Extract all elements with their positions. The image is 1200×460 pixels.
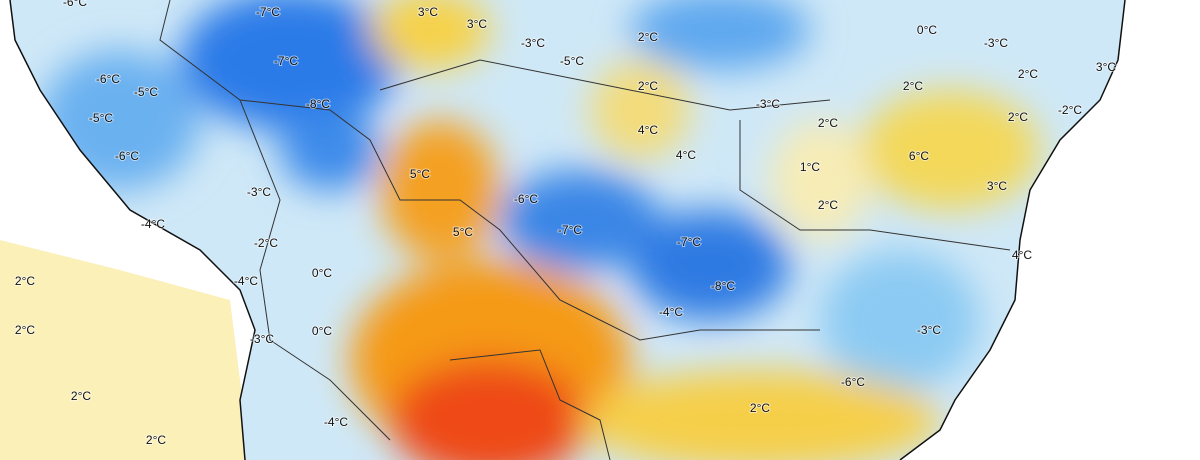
- border: [739, 120, 1011, 251]
- temperature-label: 2°C: [146, 433, 166, 447]
- temperature-label: 0°C: [917, 23, 937, 37]
- warm-area: [380, 120, 500, 260]
- temperature-label: 2°C: [1018, 67, 1038, 81]
- temperature-label: 2°C: [638, 79, 658, 93]
- temperature-label: 2°C: [15, 323, 35, 337]
- temperature-label: 3°C: [418, 5, 438, 19]
- temperature-label: -8°C: [711, 279, 735, 293]
- temperature-label: 2°C: [71, 389, 91, 403]
- temperature-label: -7°C: [256, 5, 280, 19]
- hot-area: [390, 360, 590, 460]
- temperature-label: -4°C: [659, 305, 683, 319]
- temperature-label: -6°C: [115, 149, 139, 163]
- temperature-label: -5°C: [134, 85, 158, 99]
- warm-area: [580, 370, 940, 460]
- temperature-label: -2°C: [254, 236, 278, 250]
- temperature-label: 2°C: [750, 401, 770, 415]
- coastline: [9, 0, 1126, 460]
- cold-area: [630, 210, 790, 320]
- temperature-label: -4°C: [324, 415, 348, 429]
- temperature-label: -5°C: [560, 54, 584, 68]
- border: [449, 349, 611, 460]
- borders: [159, 0, 1011, 460]
- temperature-label: 1°C: [800, 160, 820, 174]
- temperature-label: 0°C: [312, 324, 332, 338]
- temperature-label: -6°C: [514, 192, 538, 206]
- cold-area: [180, 0, 400, 130]
- temperature-label: 4°C: [676, 148, 696, 162]
- temperature-label: -3°C: [984, 36, 1008, 50]
- temperature-label: -3°C: [917, 323, 941, 337]
- temperature-label: -2°C: [1058, 103, 1082, 117]
- temperature-label: -5°C: [89, 111, 113, 125]
- temperature-label: 0°C: [312, 266, 332, 280]
- warm-area: [590, 60, 690, 160]
- temperature-label: 3°C: [467, 17, 487, 31]
- temperature-label: -4°C: [234, 274, 258, 288]
- temperature-label: 3°C: [1096, 60, 1116, 74]
- temperature-label: 6°C: [909, 149, 929, 163]
- temperature-label: 2°C: [638, 30, 658, 44]
- temperature-label: -6°C: [96, 72, 120, 86]
- temperature-label: -3°C: [756, 97, 780, 111]
- temperature-label: -7°C: [274, 54, 298, 68]
- anomaly-fields: [40, 0, 1040, 460]
- border: [379, 59, 831, 111]
- temperature-label: -8°C: [306, 97, 330, 111]
- warm-area: [370, 0, 490, 70]
- temperature-label: -6°C: [63, 0, 87, 9]
- cold-area: [820, 250, 980, 390]
- temperature-label: 2°C: [1008, 110, 1028, 124]
- temperature-label: 3°C: [987, 179, 1007, 193]
- cold-area: [280, 110, 380, 190]
- warm-area: [770, 120, 870, 240]
- temperature-label: -3°C: [521, 36, 545, 50]
- pacific-neutral: [0, 210, 240, 300]
- cold-area: [500, 170, 660, 270]
- temperature-label: 4°C: [638, 123, 658, 137]
- border: [239, 99, 391, 441]
- temperature-label: -6°C: [841, 375, 865, 389]
- warm-area: [860, 90, 1040, 210]
- temperature-label: 2°C: [818, 116, 838, 130]
- temperature-label: -3°C: [250, 332, 274, 346]
- temperature-label: 5°C: [453, 225, 473, 239]
- temperature-label: -3°C: [247, 185, 271, 199]
- pacific-anomaly: [0, 240, 250, 460]
- temperature-label: 5°C: [410, 167, 430, 181]
- temperature-label: 2°C: [903, 79, 923, 93]
- temperature-label: -7°C: [677, 235, 701, 249]
- temperature-label: 2°C: [15, 274, 35, 288]
- temperature-label: -7°C: [558, 223, 582, 237]
- temperature-label: -4°C: [141, 217, 165, 231]
- temperature-label: 4°C: [1012, 248, 1032, 262]
- labels: -6°C -7°C 3°C 3°C -7°C -3°C 2°C 0°C -3°C -5°C -6°C…: [14, 0, 1117, 448]
- temperature-label: 2°C: [818, 198, 838, 212]
- cold-area: [630, 0, 810, 70]
